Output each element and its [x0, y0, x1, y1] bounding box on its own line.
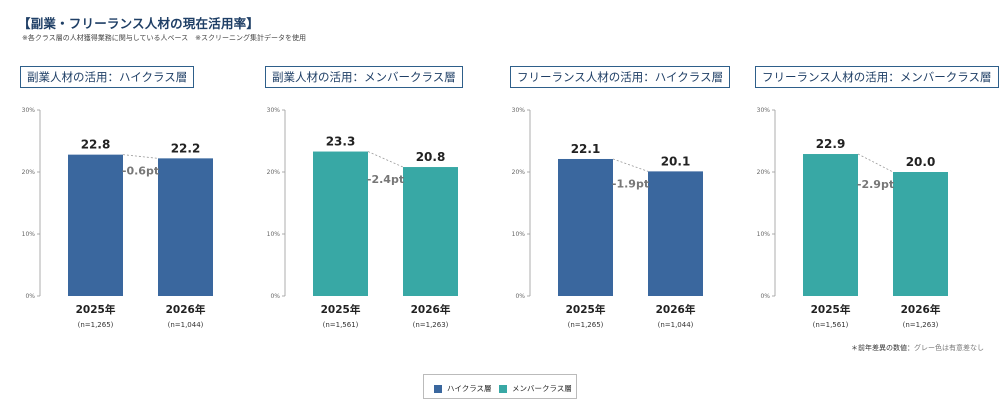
legend: ハイクラス層 メンバークラス層: [423, 374, 577, 399]
sample-size-label: (n=1,561): [323, 321, 359, 329]
sample-size-label: (n=1,263): [413, 321, 449, 329]
chart-title: 副業人材の活用：メンバークラス層: [265, 66, 463, 88]
y-tick-label: 20%: [757, 169, 771, 176]
diff-label: -0.6pt: [122, 164, 159, 177]
data-label: 20.0: [906, 155, 936, 169]
sample-size-label: (n=1,263): [903, 321, 939, 329]
data-label: 20.1: [661, 154, 691, 168]
sample-size-label: (n=1,265): [568, 321, 604, 329]
footnote: ＊前年差異の数値：グレー色は有意差なし: [851, 343, 984, 353]
bar: [158, 158, 213, 296]
sample-size-label: (n=1,561): [813, 321, 849, 329]
diff-label: -1.9pt: [612, 177, 649, 190]
x-tick-label: 2026年: [166, 303, 206, 316]
data-label: 22.2: [171, 141, 201, 155]
y-tick-label: 0%: [515, 293, 525, 300]
legend-item-member-class: メンバークラス層: [499, 383, 572, 394]
footnote-gray: グレー色は有意差なし: [914, 344, 984, 352]
data-label: 22.8: [81, 138, 111, 152]
bar-chart-3: 0% 10% 20% 30% 22.1 2025年 (n=1,265) 20.1 2026年 (n…: [512, 107, 703, 329]
bar: [893, 172, 948, 296]
diff-label: -2.9pt: [857, 178, 894, 191]
y-tick-label: 0%: [25, 293, 35, 300]
bar-chart-4: 0% 10% 20% 30% 22.9 2025年 (n=1,561) 20.0 2026年 (n…: [757, 107, 948, 329]
chart-panel-3: フリーランス人材の活用：ハイクラス層 0% 10% 20% 30% 22.1 2025年 (…: [510, 60, 740, 340]
data-label: 22.9: [816, 137, 846, 151]
x-tick-label: 2026年: [411, 303, 451, 316]
y-tick-label: 10%: [22, 231, 36, 238]
bar: [403, 167, 458, 296]
legend-swatch-member-class: [499, 384, 507, 393]
x-tick-label: 2025年: [76, 303, 116, 316]
y-tick-label: 20%: [512, 169, 526, 176]
bar: [803, 154, 858, 296]
sample-size-label: (n=1,044): [658, 321, 694, 329]
diff-connector: [612, 158, 649, 172]
y-tick-label: 20%: [267, 169, 281, 176]
page-note: ※各クラス層の人材獲得業務に関与している人ベース ※スクリーニング集計データを使…: [22, 34, 307, 42]
x-tick-label: 2026年: [901, 303, 941, 316]
diff-connector: [367, 151, 404, 168]
footnote-bold: ＊前年差異の数値：: [851, 344, 914, 352]
y-tick-label: 30%: [267, 107, 281, 114]
bar-chart-1: 0% 10% 20% 30% 22.8 2025年 (n=1,265) 22.2 2026年 (n…: [22, 107, 213, 329]
chart-title: フリーランス人材の活用：メンバークラス層: [755, 66, 999, 88]
y-tick-label: 30%: [757, 107, 771, 114]
legend-label: ハイクラス層: [447, 384, 492, 393]
data-label: 22.1: [571, 142, 601, 156]
bar: [68, 154, 123, 296]
chart-panel-2: 副業人材の活用：メンバークラス層 0% 10% 20% 30% 23.3 2025年 (n=…: [265, 60, 495, 340]
diff-connector: [857, 153, 894, 173]
page-title: 【副業・フリーランス人材の現在活用率】: [18, 16, 260, 31]
y-tick-label: 10%: [512, 231, 526, 238]
y-tick-label: 0%: [270, 293, 280, 300]
y-tick-label: 30%: [22, 107, 36, 114]
x-tick-label: 2025年: [321, 303, 361, 316]
x-tick-label: 2025年: [811, 303, 851, 316]
diff-label: -2.4pt: [367, 173, 404, 186]
data-label: 20.8: [416, 150, 446, 164]
y-tick-label: 10%: [757, 231, 771, 238]
y-tick-label: 30%: [512, 107, 526, 114]
legend-label: メンバークラス層: [512, 384, 572, 393]
x-tick-label: 2025年: [566, 303, 606, 316]
legend-item-high-class: ハイクラス層: [434, 383, 492, 394]
legend-swatch-high-class: [434, 384, 442, 393]
sample-size-label: (n=1,044): [168, 321, 204, 329]
data-label: 23.3: [326, 135, 356, 149]
y-tick-label: 20%: [22, 169, 36, 176]
chart-panel-4: フリーランス人材の活用：メンバークラス層 0% 10% 20% 30% 22.9 2025…: [755, 60, 999, 340]
bar: [558, 158, 613, 296]
y-tick-label: 0%: [760, 293, 770, 300]
y-tick-label: 10%: [267, 231, 281, 238]
sample-size-label: (n=1,265): [78, 321, 114, 329]
chart-title: 副業人材の活用：ハイクラス層: [20, 66, 195, 88]
x-tick-label: 2026年: [656, 303, 696, 316]
bar: [648, 171, 703, 296]
bar-chart-2: 0% 10% 20% 30% 23.3 2025年 (n=1,561) 20.8 2026年 (n…: [267, 107, 458, 329]
chart-title: フリーランス人材の活用：ハイクラス層: [510, 66, 731, 88]
chart-panel-1: 副業人材の活用：ハイクラス層 0% 10% 20% 30% 22.8 2025年 (n=1,…: [20, 60, 250, 340]
diff-connector: [122, 154, 159, 159]
bar: [313, 151, 368, 296]
